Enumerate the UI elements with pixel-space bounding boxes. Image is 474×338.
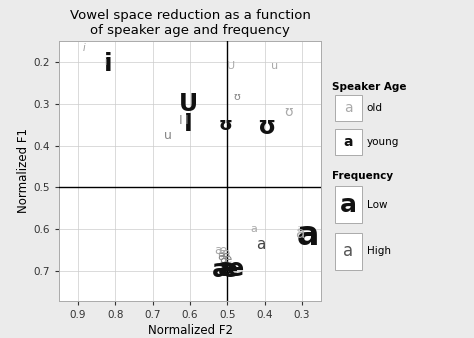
FancyBboxPatch shape bbox=[335, 95, 362, 121]
Text: a: a bbox=[296, 226, 305, 241]
Text: æ: æ bbox=[218, 247, 230, 260]
Text: a: a bbox=[297, 224, 304, 234]
Text: I: I bbox=[184, 114, 188, 127]
Text: a: a bbox=[250, 224, 257, 234]
Text: I: I bbox=[179, 114, 183, 127]
FancyBboxPatch shape bbox=[335, 186, 362, 223]
Text: Low: Low bbox=[366, 199, 387, 210]
Text: æ: æ bbox=[218, 257, 244, 281]
Text: ʊ: ʊ bbox=[233, 92, 240, 102]
Text: u: u bbox=[164, 128, 172, 142]
Text: ʊ: ʊ bbox=[285, 105, 293, 119]
Text: u: u bbox=[271, 61, 278, 71]
Text: a: a bbox=[343, 135, 353, 149]
Text: U: U bbox=[179, 92, 198, 116]
Text: a: a bbox=[296, 219, 319, 252]
X-axis label: Normalized F2: Normalized F2 bbox=[147, 324, 233, 337]
Text: I: I bbox=[184, 112, 192, 136]
Text: High: High bbox=[366, 246, 391, 256]
Text: i: i bbox=[104, 56, 107, 67]
Text: a: a bbox=[256, 237, 266, 252]
FancyBboxPatch shape bbox=[335, 129, 362, 155]
Text: æ: æ bbox=[211, 258, 238, 282]
Text: U: U bbox=[227, 61, 235, 71]
Text: æ: æ bbox=[219, 253, 232, 266]
Text: ʊ: ʊ bbox=[219, 116, 232, 134]
Text: i: i bbox=[82, 43, 85, 53]
Text: a: a bbox=[344, 101, 353, 115]
Y-axis label: Normalized F1: Normalized F1 bbox=[17, 128, 29, 213]
Title: Vowel space reduction as a function
of speaker age and frequency: Vowel space reduction as a function of s… bbox=[70, 8, 310, 37]
Text: Speaker Age: Speaker Age bbox=[332, 82, 406, 92]
Text: Frequency: Frequency bbox=[332, 171, 393, 181]
Text: old: old bbox=[366, 103, 383, 113]
Text: a: a bbox=[343, 242, 353, 260]
Text: i: i bbox=[103, 52, 112, 76]
Text: a: a bbox=[340, 193, 356, 217]
Text: young: young bbox=[366, 137, 399, 147]
Text: ʊ: ʊ bbox=[257, 115, 276, 139]
Text: æ: æ bbox=[218, 250, 230, 263]
FancyBboxPatch shape bbox=[335, 233, 362, 270]
Text: æ: æ bbox=[215, 244, 227, 257]
